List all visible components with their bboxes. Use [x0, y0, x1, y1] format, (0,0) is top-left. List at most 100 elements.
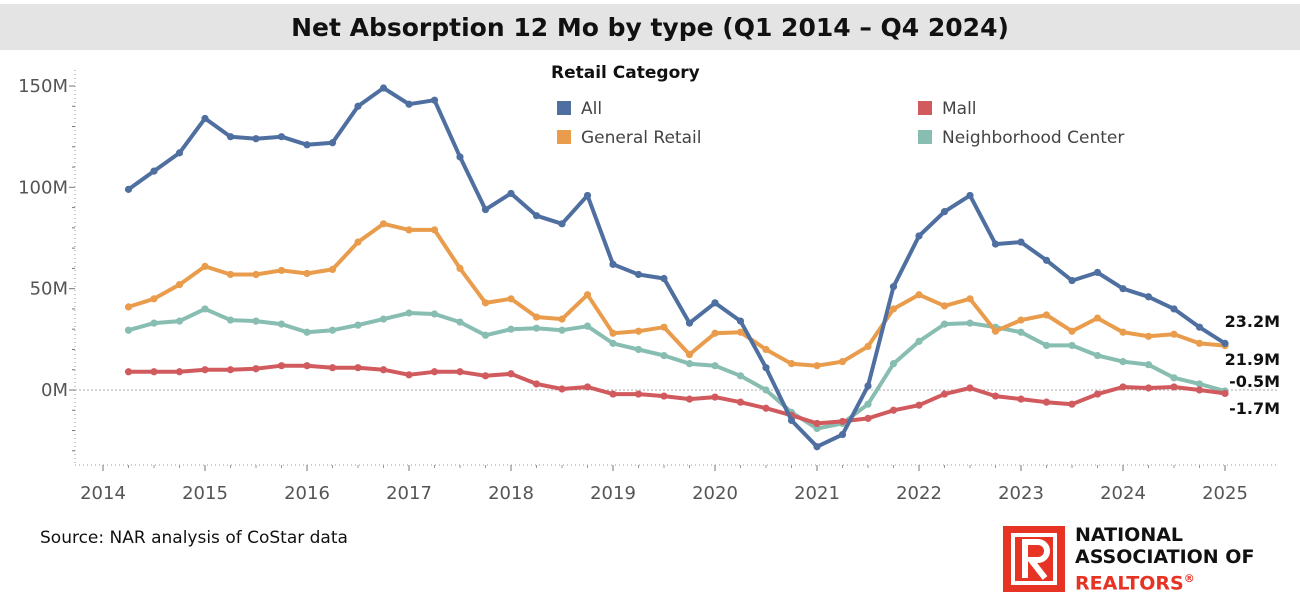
series-line-general-retail: [126, 221, 1227, 368]
data-point-all: [736, 317, 745, 325]
data-point-all: [175, 149, 184, 157]
end-value-label: 23.2M: [1225, 312, 1280, 331]
data-point-mall: [634, 390, 643, 398]
data-point-general-retail: [481, 299, 490, 307]
x-tick-label: 2022: [896, 483, 942, 504]
y-tick-label: 150M: [18, 76, 68, 97]
data-point-general-retail: [762, 345, 770, 354]
nar-logo: NATIONAL ASSOCIATION OF REALTORS®: [1003, 524, 1293, 594]
x-tick-label: 2014: [80, 483, 126, 504]
data-point-neighborhood-center: [711, 362, 719, 370]
legend-swatch-mall: [918, 101, 932, 115]
data-point-general-retail: [583, 291, 592, 299]
data-point-mall: [150, 368, 158, 376]
end-value-label: -0.5M: [1229, 372, 1280, 391]
data-point-mall: [940, 390, 949, 398]
data-point-all: [201, 114, 209, 123]
data-point-general-retail: [711, 329, 719, 337]
legend-label-all: All: [581, 99, 602, 119]
data-point-mall: [354, 364, 362, 372]
legend-swatch-neighborhood-center: [918, 130, 932, 144]
data-point-mall: [1093, 390, 1102, 398]
data-point-neighborhood-center: [1144, 361, 1153, 369]
data-point-all: [226, 133, 235, 141]
data-point-all: [1042, 256, 1051, 264]
data-point-all: [277, 133, 286, 141]
data-point-general-retail: [915, 291, 923, 299]
data-point-general-retail: [277, 266, 286, 275]
legend-swatch-general-retail: [557, 130, 571, 144]
legend-label-neighborhood-center: Neighborhood Center: [942, 128, 1124, 148]
data-point-neighborhood-center: [277, 320, 286, 328]
data-point-mall: [124, 368, 133, 376]
data-point-mall: [762, 404, 770, 412]
data-point-all: [252, 135, 260, 143]
legend-title: Retail Category: [551, 63, 700, 83]
data-point-mall: [813, 419, 821, 428]
x-tick-label: 2024: [1100, 483, 1146, 504]
data-point-mall: [915, 401, 923, 409]
end-labels: 23.2M 21.9M -0.5M -1.7M: [1225, 312, 1280, 418]
data-point-neighborhood-center: [532, 324, 541, 332]
data-point-all: [1017, 238, 1025, 246]
realtor-r-icon: [1003, 526, 1065, 592]
data-point-mall: [711, 393, 719, 401]
data-point-neighborhood-center: [940, 320, 949, 328]
x-tick-label: 2021: [794, 483, 840, 504]
data-point-all: [940, 208, 949, 216]
legend: Retail Category All Mall General Retail Neig…: [551, 63, 1124, 148]
data-point-mall: [966, 384, 974, 392]
logo-wordmark: NATIONAL ASSOCIATION OF REALTORS®: [1075, 524, 1254, 594]
data-point-general-retail: [507, 295, 515, 303]
data-point-general-retail: [175, 281, 184, 289]
data-point-all: [1195, 323, 1204, 331]
data-point-all: [150, 167, 158, 175]
data-point-neighborhood-center: [660, 351, 668, 360]
data-point-neighborhood-center: [966, 319, 974, 327]
x-tick-label: 2025: [1202, 483, 1248, 504]
data-point-neighborhood-center: [150, 319, 158, 327]
data-point-all: [864, 382, 872, 390]
data-point-all: [660, 274, 668, 283]
data-point-general-retail: [1195, 339, 1204, 347]
data-point-neighborhood-center: [685, 360, 694, 368]
data-point-mall: [303, 362, 311, 370]
data-point-neighborhood-center: [328, 326, 337, 334]
data-point-all: [1144, 293, 1153, 301]
data-point-mall: [328, 364, 337, 372]
data-point-mall: [456, 368, 464, 376]
data-point-general-retail: [303, 269, 311, 278]
data-point-mall: [1144, 384, 1153, 392]
x-tick-label: 2019: [590, 483, 636, 504]
data-point-all: [685, 319, 694, 327]
data-point-general-retail: [736, 328, 745, 336]
data-point-mall: [1170, 383, 1178, 391]
data-point-all: [481, 206, 490, 214]
data-point-neighborhood-center: [507, 325, 515, 333]
x-tick-label: 2016: [284, 483, 330, 504]
data-point-general-retail: [430, 226, 439, 234]
data-point-all: [456, 153, 464, 161]
data-point-all: [1068, 276, 1076, 285]
data-point-neighborhood-center: [558, 326, 566, 334]
data-point-all: [838, 430, 847, 439]
data-point-neighborhood-center: [889, 360, 898, 368]
line-chart: 150M 100M 50M 0M 2014 2015 2016 2017 2018 2019 202…: [18, 63, 1280, 504]
data-point-mall: [583, 383, 592, 391]
axes: 150M 100M 50M 0M 2014 2015 2016 2017 2018 2019 202…: [18, 70, 1278, 504]
legend-swatch-all: [557, 101, 571, 115]
data-point-neighborhood-center: [1119, 358, 1127, 366]
data-point-general-retail: [966, 295, 974, 303]
data-point-neighborhood-center: [583, 322, 592, 330]
data-point-general-retail: [991, 327, 1000, 335]
data-point-general-retail: [864, 342, 872, 351]
end-value-label: 21.9M: [1225, 350, 1280, 369]
y-tick-label: 0M: [41, 380, 68, 401]
data-point-all: [634, 270, 643, 279]
end-value-label: -1.7M: [1229, 399, 1280, 418]
data-point-all: [1093, 268, 1102, 277]
data-point-general-retail: [1042, 311, 1051, 319]
data-point-mall: [507, 370, 515, 378]
data-point-general-retail: [660, 323, 668, 331]
series-line-mall: [126, 363, 1227, 426]
